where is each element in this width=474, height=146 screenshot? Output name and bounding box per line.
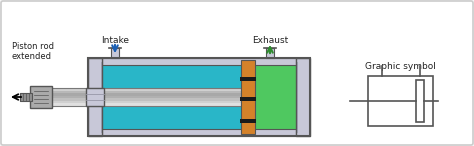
Bar xyxy=(266,48,274,58)
Bar xyxy=(50,88,241,106)
Bar xyxy=(255,65,296,129)
Bar xyxy=(240,77,256,81)
Bar xyxy=(416,80,424,122)
Text: Piston rod
extended: Piston rod extended xyxy=(12,42,54,61)
Bar xyxy=(241,60,255,134)
Bar xyxy=(111,48,119,58)
Bar xyxy=(86,88,104,106)
Bar xyxy=(240,97,256,101)
Bar xyxy=(102,129,296,136)
Bar xyxy=(88,58,310,136)
Text: Intake: Intake xyxy=(101,36,129,45)
Text: Exhaust: Exhaust xyxy=(252,36,288,45)
Bar xyxy=(88,58,102,136)
Text: Graphic symbol: Graphic symbol xyxy=(365,62,436,71)
Bar xyxy=(30,86,52,108)
Bar xyxy=(50,98,241,101)
Bar xyxy=(50,100,241,103)
Bar xyxy=(50,93,241,96)
Bar xyxy=(296,58,310,136)
Bar xyxy=(50,95,241,98)
Bar xyxy=(50,87,241,91)
Bar xyxy=(50,90,241,93)
Bar xyxy=(240,119,256,123)
Bar xyxy=(102,58,296,65)
Bar xyxy=(20,93,32,101)
Bar xyxy=(50,103,241,106)
Bar xyxy=(368,76,433,126)
Bar xyxy=(102,65,241,129)
